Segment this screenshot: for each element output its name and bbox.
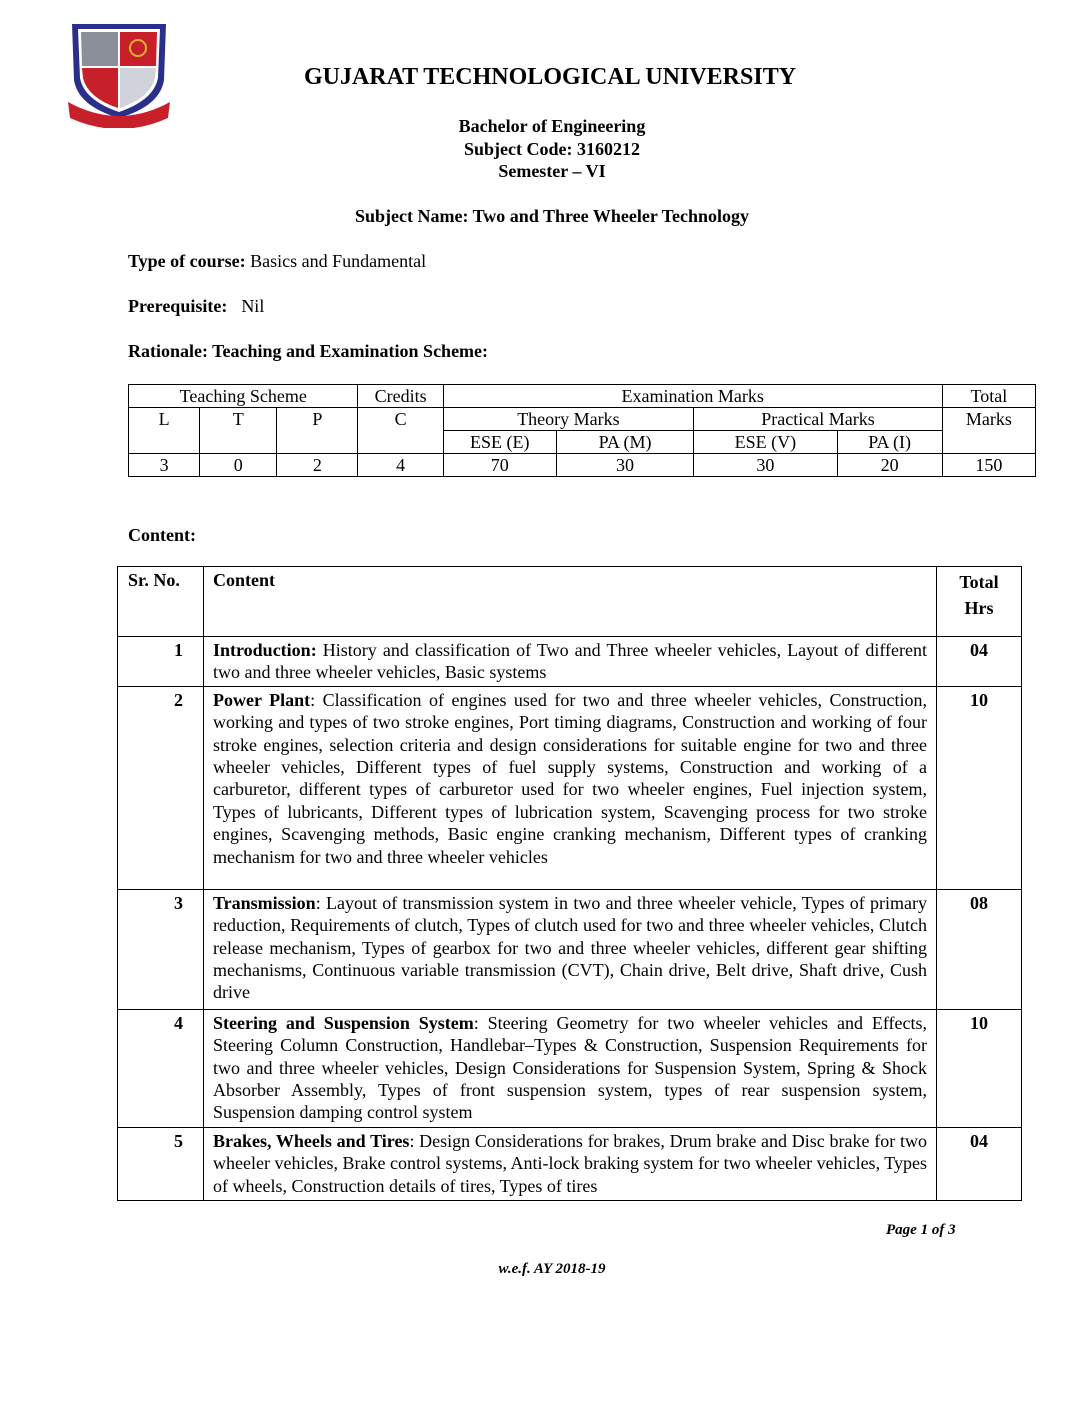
content-cell: Steering and Suspension System: Steering… [203,1008,937,1128]
value-cell: 3 [127,453,201,477]
l-header: L [127,407,201,454]
sr-no: 4 [117,1008,204,1128]
value-cell: 30 [693,453,838,477]
content-heading: Content: [128,525,196,545]
sr-no-header: Sr. No. [117,566,204,637]
topic-text: : Design Considerations for brakes, Drum… [213,1130,927,1196]
topic-text: : Classification of engines used for two… [213,689,927,867]
course-type-label: Type of course: [128,251,246,271]
topic-text: : Layout of transmission system in two a… [213,892,927,1003]
hours: 04 [936,636,1022,687]
total-header: Total [941,384,1037,408]
content-row: 1 Introduction: History and classificati… [117,636,1022,687]
subject-code: Subject Code: 3160212 [464,139,640,159]
sr-no: 3 [117,888,204,1010]
total-hrs-header: Total Hrs [936,566,1022,637]
topic-title: Introduction: [213,640,317,660]
subject-name: Subject Name: Two and Three Wheeler Tech… [354,206,750,226]
content-header: Content [203,566,937,637]
practical-header: Practical Marks [693,407,943,431]
topic-title: Steering and Suspension System [213,1012,474,1033]
topic-title: Power Plant [213,689,311,710]
wef-note: w.e.f. AY 2018-19 [498,1261,606,1277]
pa-m-header: PA (M) [555,430,695,454]
page-number: Page 1 of 3 [886,1222,956,1238]
content-table: Sr. No. Content Total Hrs 1 Introduction… [117,566,1022,1201]
ese-v-header: ESE (V) [693,430,838,454]
value-cell: 20 [836,453,943,477]
prerequisite-value: Nil [241,296,265,316]
course-type: Type of course: Basics and Fundamental [128,251,426,272]
hours: 10 [936,685,1022,890]
topic-title: Brakes, Wheels and Tires [213,1130,410,1151]
content-row: 3 Transmission: Layout of transmission s… [117,888,1022,1010]
university-name: GUJARAT TECHNOLOGICAL UNIVERSITY [303,64,797,90]
content-row: 5 Brakes, Wheels and Tires: Design Consi… [117,1126,1022,1201]
content-row: 2 Power Plant: Classification of engines… [117,685,1022,890]
pa-i-header: PA (I) [836,430,943,454]
value-cell: 30 [555,453,695,477]
topic-title: Transmission [213,892,316,913]
hours: 08 [936,888,1022,1010]
course-type-value: Basics and Fundamental [245,251,427,271]
content-cell: Brakes, Wheels and Tires: Design Conside… [203,1126,937,1201]
marks-header: Marks [941,407,1037,454]
rationale-heading: Rationale: Teaching and Examination Sche… [128,341,489,361]
content-cell: Introduction: History and classification… [203,636,937,687]
credits-header: Credits [357,384,444,408]
scheme-table: Teaching Scheme Credits Examination Mark… [127,384,1037,477]
t-header: T [199,407,278,454]
semester: Semester – VI [498,161,606,181]
sr-no: 2 [117,685,204,890]
value-cell: 0 [199,453,278,477]
p-header: P [276,407,359,454]
theory-header: Theory Marks [442,407,695,431]
c-header: C [357,407,444,454]
value-cell: 70 [442,453,557,477]
hours: 10 [936,1008,1022,1128]
hours: 04 [936,1126,1022,1201]
prerequisite: Prerequisite: Nil [128,296,264,317]
exam-marks-header: Examination Marks [442,384,943,408]
prerequisite-label: Prerequisite: [128,296,228,316]
content-cell: Power Plant: Classification of engines u… [203,685,937,890]
value-cell: 2 [276,453,359,477]
sr-no: 1 [117,636,204,687]
content-row: 4 Steering and Suspension System: Steeri… [117,1008,1022,1128]
value-cell: 150 [941,453,1037,477]
value-cell: 4 [357,453,444,477]
sr-no: 5 [117,1126,204,1201]
topic-text: History and classification of Two and Th… [213,640,927,683]
content-cell: Transmission: Layout of transmission sys… [203,888,937,1010]
teaching-scheme-header: Teaching Scheme [127,384,359,408]
ese-e-header: ESE (E) [442,430,557,454]
program: Bachelor of Engineering [458,116,646,136]
topic-text: : Steering Geometry for two wheeler vehi… [213,1012,927,1123]
university-logo [68,24,170,128]
